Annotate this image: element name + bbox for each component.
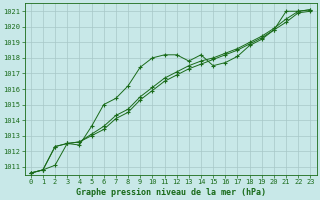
X-axis label: Graphe pression niveau de la mer (hPa): Graphe pression niveau de la mer (hPa) <box>76 188 266 197</box>
